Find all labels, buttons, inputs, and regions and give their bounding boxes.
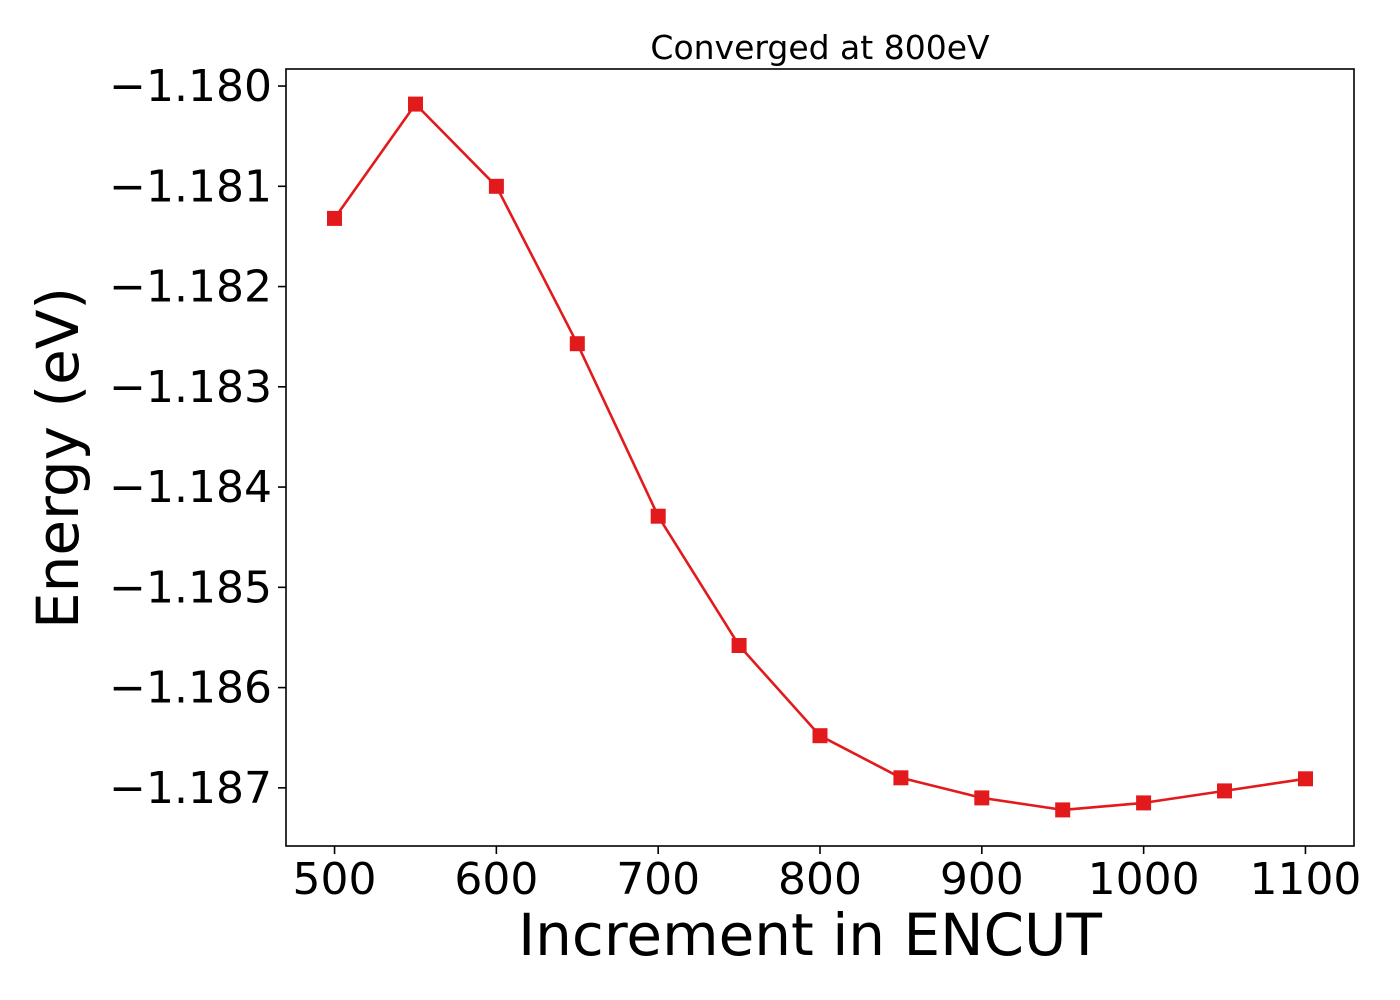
data-point-marker — [893, 770, 909, 786]
data-point-marker — [1217, 783, 1232, 799]
data-point-marker — [1298, 771, 1313, 787]
data-point-marker — [569, 336, 585, 352]
x-tick-label: 700 — [616, 854, 700, 905]
series-layer — [327, 96, 1313, 818]
y-tick-label: −1.180 — [109, 61, 272, 112]
data-point-marker — [974, 790, 990, 806]
series-line — [333, 102, 1306, 812]
y-tick-label: −1.181 — [109, 161, 272, 212]
data-point-marker — [327, 210, 342, 226]
y-tick-label: −1.187 — [109, 763, 272, 814]
y-axis-label: Energy (eV) — [24, 287, 92, 629]
y-tick-label: −1.186 — [109, 663, 272, 714]
x-axis-label: Increment in ENCUT — [518, 901, 1102, 969]
x-tick-label: 900 — [940, 854, 1024, 905]
plot-frame — [285, 68, 1355, 847]
x-tick-label: 600 — [454, 854, 538, 905]
data-point-marker — [650, 508, 666, 524]
data-point-marker — [1055, 802, 1071, 818]
x-tick-label: 1000 — [1088, 854, 1200, 905]
y-tick-label: −1.185 — [109, 562, 272, 613]
x-tick-label: 500 — [293, 854, 377, 905]
x-tick-label: 800 — [778, 854, 862, 905]
data-point-marker — [812, 728, 828, 744]
x-tick-label: 1100 — [1249, 854, 1361, 905]
chart-title: Converged at 800eV — [650, 28, 990, 67]
data-point-marker — [408, 96, 423, 112]
y-tick-label: −1.184 — [109, 462, 272, 513]
y-tick-label: −1.183 — [109, 362, 272, 413]
data-point-marker — [488, 178, 504, 194]
data-point-marker — [1136, 795, 1152, 811]
ticks-layer: 500 600 700 800 900 1000 1100 −1.180 −1.181 −1.18… — [109, 61, 1361, 905]
data-point-marker — [731, 638, 747, 653]
y-tick-label: −1.182 — [109, 262, 272, 313]
